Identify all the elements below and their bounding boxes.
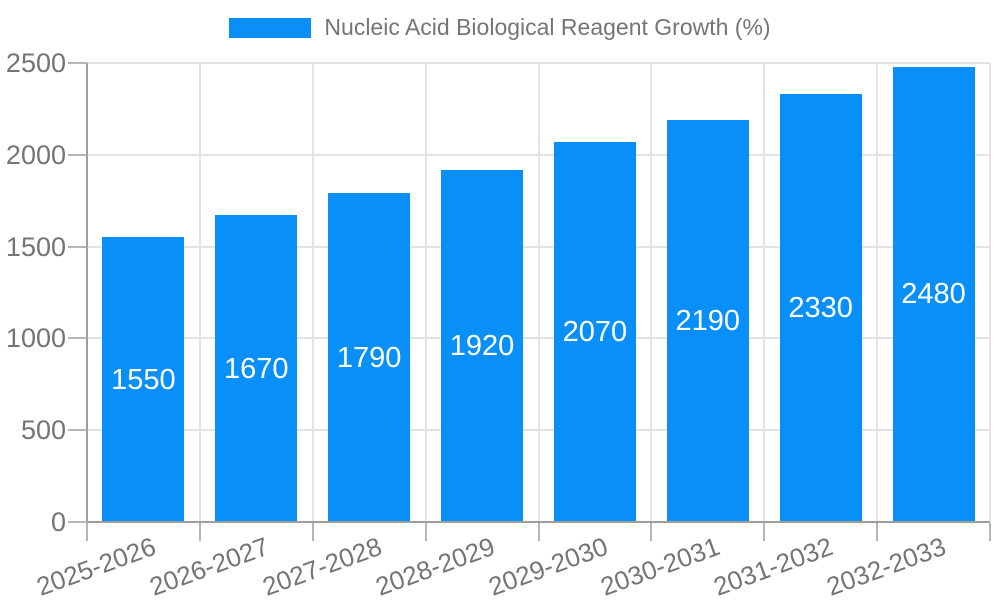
bar [102, 237, 185, 522]
y-tick-label: 1500 [5, 231, 66, 262]
bar-value-label: 1920 [449, 329, 515, 362]
bar [892, 66, 975, 522]
x-tick-label: 2029-2030 [484, 531, 612, 600]
bar-value-label: 1790 [336, 341, 402, 374]
bar [666, 119, 749, 522]
x-axis-tick [198, 523, 201, 541]
y-tick-label: 2000 [5, 139, 66, 170]
y-tick-label: 2500 [5, 48, 66, 78]
grid-line-vertical [311, 63, 314, 522]
grid-line-vertical [989, 63, 991, 522]
y-tick-label: 0 [50, 507, 66, 537]
y-axis-tick [68, 62, 87, 64]
grid-line-vertical [424, 63, 427, 522]
x-axis-line [86, 521, 990, 523]
x-axis-tick [876, 523, 879, 541]
y-tick-label: 500 [20, 415, 66, 446]
x-tick-label: 2032-2033 [822, 531, 950, 600]
grid-line-vertical [763, 63, 766, 522]
x-tick-label: 2031-2032 [709, 531, 837, 600]
y-tick-label: 1000 [5, 323, 66, 354]
bar-value-label: 1670 [224, 352, 289, 385]
x-tick-label: 2027-2028 [258, 531, 386, 600]
bar-value-label: 1550 [111, 363, 176, 396]
bar [779, 94, 862, 522]
x-axis-tick [650, 523, 653, 541]
plot-area: 1550 1670 1790 1920 2070 2190 2330 2480 [68, 62, 991, 541]
legend-label: Nucleic Acid Biological Reagent Growth (… [324, 14, 771, 40]
bar [215, 215, 298, 522]
grid-line-vertical [876, 63, 879, 522]
x-axis-tick [537, 523, 540, 541]
x-tick-label: 2028-2029 [371, 531, 499, 600]
y-axis-tick [68, 337, 87, 340]
legend: Nucleic Acid Biological Reagent Growth (… [0, 14, 1000, 41]
y-axis-tick [68, 521, 87, 523]
bar-value-label: 2190 [675, 304, 741, 337]
y-axis-tick [68, 153, 87, 156]
grid-line-vertical [198, 63, 201, 522]
x-tick-label: 2030-2031 [596, 531, 725, 600]
y-axis-line [86, 63, 88, 522]
bar [441, 169, 524, 522]
x-axis-tick [86, 523, 88, 541]
x-axis-tick [311, 523, 314, 541]
grid-line-vertical [537, 63, 540, 522]
x-axis-tick [763, 523, 766, 541]
x-axis-tick [989, 523, 991, 541]
grid-line-vertical [650, 63, 653, 522]
bar-value-label: 2480 [901, 278, 966, 311]
x-tick-label: 2025-2026 [32, 531, 160, 600]
bar [553, 141, 636, 522]
y-axis-tick [68, 429, 87, 432]
y-axis-tick [68, 245, 87, 248]
x-axis-tick [424, 523, 427, 541]
bar-value-label: 2330 [788, 292, 853, 325]
bar [328, 193, 411, 522]
x-tick-label: 2026-2027 [145, 531, 273, 600]
bar-value-label: 2070 [562, 315, 628, 348]
legend-swatch [229, 17, 312, 38]
